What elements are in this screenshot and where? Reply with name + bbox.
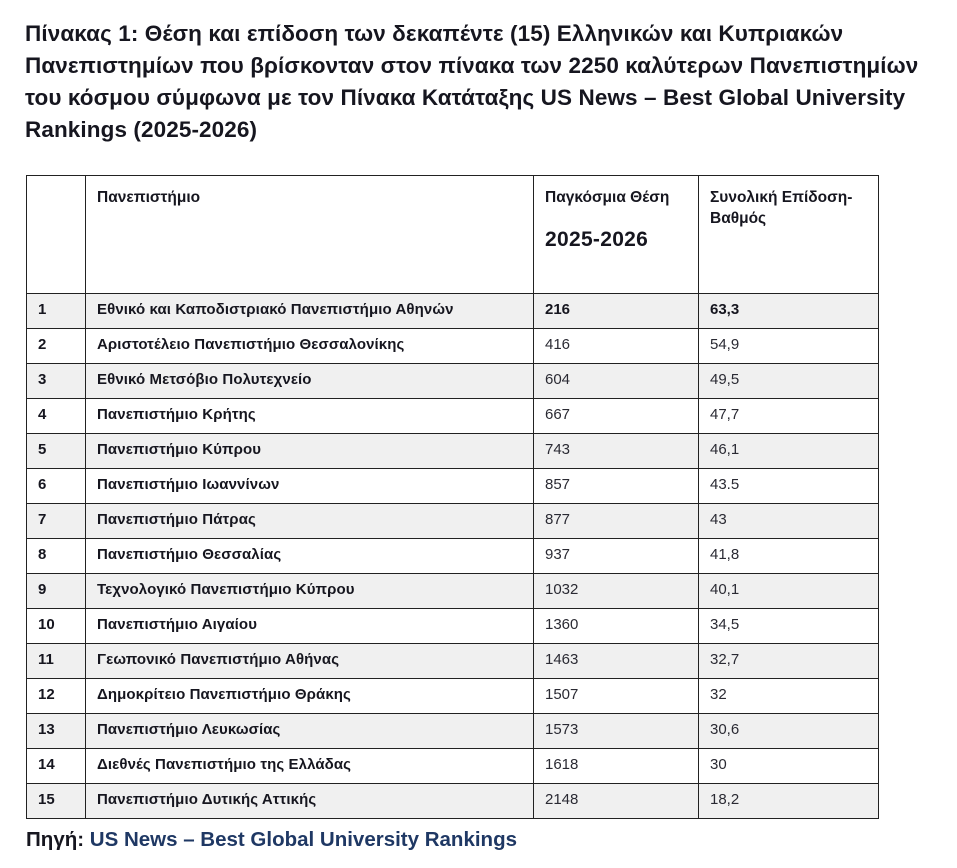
global-position: 1360: [533, 607, 699, 644]
rankings-table: Πανεπιστήμιο Παγκόσμια Θέση 2025-2026 Συ…: [26, 174, 879, 819]
row-rank-index: 15: [26, 782, 86, 819]
overall-score: 41,8: [698, 537, 879, 574]
header-global-position: Παγκόσμια Θέση 2025-2026: [533, 174, 699, 294]
table-row: 14 Διεθνές Πανεπιστήμιο της Ελλάδας 1618…: [26, 747, 879, 784]
overall-score: 30,6: [698, 712, 879, 749]
global-position: 743: [533, 432, 699, 469]
university-name: Πανεπιστήμιο Θεσσαλίας: [85, 537, 534, 574]
table-row: 2 Αριστοτέλειο Πανεπιστήμιο Θεσσαλονίκης…: [26, 327, 879, 364]
overall-score: 32: [698, 677, 879, 714]
table-row: 9 Τεχνολογικό Πανεπιστήμιο Κύπρου 1032 4…: [26, 572, 879, 609]
table-body: 1 Εθνικό και Καποδιστριακό Πανεπιστήμιο …: [26, 292, 879, 819]
global-position: 857: [533, 467, 699, 504]
overall-score: 43: [698, 502, 879, 539]
overall-score: 47,7: [698, 397, 879, 434]
table-row: 5 Πανεπιστήμιο Κύπρου 743 46,1: [26, 432, 879, 469]
overall-score: 30: [698, 747, 879, 784]
row-rank-index: 4: [26, 397, 86, 434]
header-overall-score: Συνολική Επίδοση-Βαθμός: [698, 174, 879, 294]
university-name: Πανεπιστήμιο Κρήτης: [85, 397, 534, 434]
table-row: 15 Πανεπιστήμιο Δυτικής Αττικής 2148 18,…: [26, 782, 879, 819]
overall-score: 18,2: [698, 782, 879, 819]
row-rank-index: 9: [26, 572, 86, 609]
table-row: 12 Δημοκρίτειο Πανεπιστήμιο Θράκης 1507 …: [26, 677, 879, 714]
source-link[interactable]: US News – Best Global University Ranking…: [89, 827, 517, 851]
university-name: Αριστοτέλειο Πανεπιστήμιο Θεσσαλονίκης: [85, 327, 534, 364]
header-index: [26, 174, 86, 294]
university-name: Διεθνές Πανεπιστήμιο της Ελλάδας: [85, 747, 534, 784]
table-row: 4 Πανεπιστήμιο Κρήτης 667 47,7: [26, 397, 879, 434]
table-row: 3 Εθνικό Μετσόβιο Πολυτεχνείο 604 49,5: [26, 362, 879, 399]
global-position: 2148: [533, 782, 699, 819]
university-name: Πανεπιστήμιο Πάτρας: [85, 502, 534, 539]
row-rank-index: 7: [26, 502, 86, 539]
university-name: Τεχνολογικό Πανεπιστήμιο Κύπρου: [85, 572, 534, 609]
overall-score: 32,7: [698, 642, 879, 679]
university-name: Γεωπονικό Πανεπιστήμιο Αθήνας: [85, 642, 534, 679]
table-row: 11 Γεωπονικό Πανεπιστήμιο Αθήνας 1463 32…: [26, 642, 879, 679]
row-rank-index: 14: [26, 747, 86, 784]
global-position: 1507: [533, 677, 699, 714]
global-position: 1032: [533, 572, 699, 609]
row-rank-index: 10: [26, 607, 86, 644]
overall-score: 63,3: [698, 292, 879, 329]
row-rank-index: 8: [26, 537, 86, 574]
university-name: Πανεπιστήμιο Δυτικής Αττικής: [85, 782, 534, 819]
global-position: 877: [533, 502, 699, 539]
row-rank-index: 2: [26, 327, 86, 364]
table-row: 8 Πανεπιστήμιο Θεσσαλίας 937 41,8: [26, 537, 879, 574]
university-name: Πανεπιστήμιο Ιωαννίνων: [85, 467, 534, 504]
overall-score: 43.5: [698, 467, 879, 504]
university-name: Πανεπιστήμιο Λευκωσίας: [85, 712, 534, 749]
header-university: Πανεπιστήμιο: [85, 174, 534, 294]
global-position: 416: [533, 327, 699, 364]
source-label: Πηγή:: [26, 827, 85, 851]
table-header-row: Πανεπιστήμιο Παγκόσμια Θέση 2025-2026 Συ…: [26, 174, 879, 294]
row-rank-index: 5: [26, 432, 86, 469]
global-position: 667: [533, 397, 699, 434]
table-header: Πανεπιστήμιο Παγκόσμια Θέση 2025-2026 Συ…: [26, 174, 879, 294]
global-position: 216: [533, 292, 699, 329]
source-line: Πηγή: US News – Best Global University R…: [26, 828, 932, 852]
overall-score: 46,1: [698, 432, 879, 469]
overall-score: 49,5: [698, 362, 879, 399]
row-rank-index: 12: [26, 677, 86, 714]
global-position: 1573: [533, 712, 699, 749]
university-name: Πανεπιστήμιο Αιγαίου: [85, 607, 534, 644]
university-name: Εθνικό Μετσόβιο Πολυτεχνείο: [85, 362, 534, 399]
overall-score: 54,9: [698, 327, 879, 364]
overall-score: 40,1: [698, 572, 879, 609]
page-title: Πίνακας 1: Θέση και επίδοση των δεκαπέντ…: [25, 21, 919, 142]
global-position: 1463: [533, 642, 699, 679]
row-rank-index: 3: [26, 362, 86, 399]
overall-score: 34,5: [698, 607, 879, 644]
university-name: Δημοκρίτειο Πανεπιστήμιο Θράκης: [85, 677, 534, 714]
header-global-position-label: Παγκόσμια Θέση: [545, 188, 670, 206]
row-rank-index: 13: [26, 712, 86, 749]
global-position: 1618: [533, 747, 699, 784]
table-row: 7 Πανεπιστήμιο Πάτρας 877 43: [26, 502, 879, 539]
table-row: 10 Πανεπιστήμιο Αιγαίου 1360 34,5: [26, 607, 879, 644]
table-row: 13 Πανεπιστήμιο Λευκωσίας 1573 30,6: [26, 712, 879, 749]
table-row: 1 Εθνικό και Καποδιστριακό Πανεπιστήμιο …: [26, 292, 879, 329]
university-name: Εθνικό και Καποδιστριακό Πανεπιστήμιο Αθ…: [85, 292, 534, 329]
row-rank-index: 6: [26, 467, 86, 504]
row-rank-index: 1: [26, 292, 86, 329]
global-position: 937: [533, 537, 699, 574]
header-position-period: 2025-2026: [545, 227, 649, 251]
university-name: Πανεπιστήμιο Κύπρου: [85, 432, 534, 469]
table-row: 6 Πανεπιστήμιο Ιωαννίνων 857 43.5: [26, 467, 879, 504]
global-position: 604: [533, 362, 699, 399]
row-rank-index: 11: [26, 642, 86, 679]
